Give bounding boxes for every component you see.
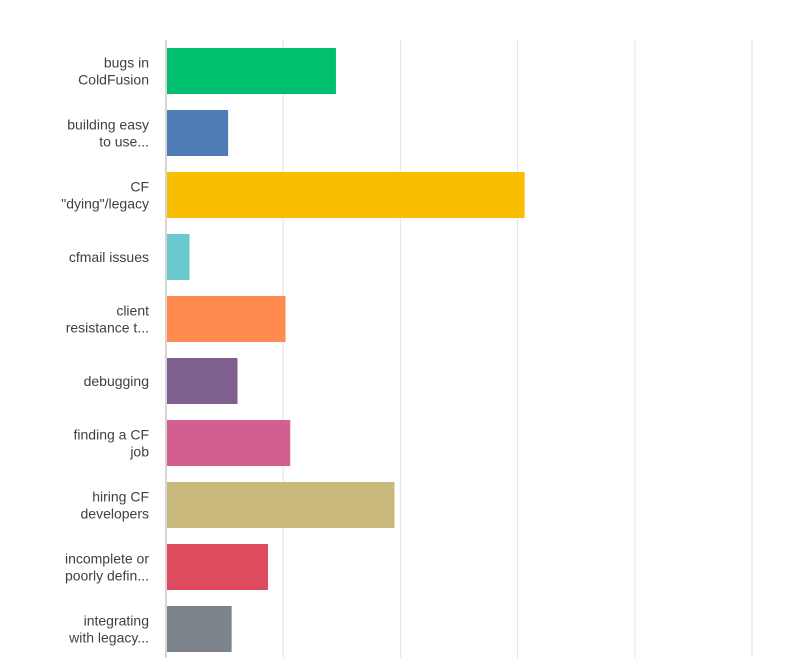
bar[interactable] — [167, 358, 238, 404]
category-label: finding a CF job — [74, 427, 150, 460]
category-label: CF "dying"/legacy — [61, 179, 149, 212]
bars — [167, 48, 525, 652]
category-labels: bugs in ColdFusion building easy to use... C… — [61, 55, 149, 646]
bar[interactable] — [167, 482, 395, 528]
bar[interactable] — [167, 296, 286, 342]
category-label: cfmail issues — [69, 249, 149, 265]
bar[interactable] — [167, 606, 232, 652]
category-label: hiring CF developers — [81, 489, 150, 522]
category-label: client resistance t... — [66, 303, 149, 336]
bar[interactable] — [167, 420, 291, 466]
category-label: incomplete or poorly defin... — [65, 551, 149, 584]
bar[interactable] — [167, 544, 268, 590]
category-label: integrating with legacy... — [68, 613, 149, 646]
category-label: debugging — [84, 373, 149, 389]
gridlines — [165, 40, 753, 658]
category-label: building easy to use... — [67, 117, 149, 150]
bar[interactable] — [167, 110, 229, 156]
bar[interactable] — [167, 234, 190, 280]
category-label: bugs in ColdFusion — [78, 55, 149, 88]
bar[interactable] — [167, 172, 525, 218]
bar[interactable] — [167, 48, 336, 94]
